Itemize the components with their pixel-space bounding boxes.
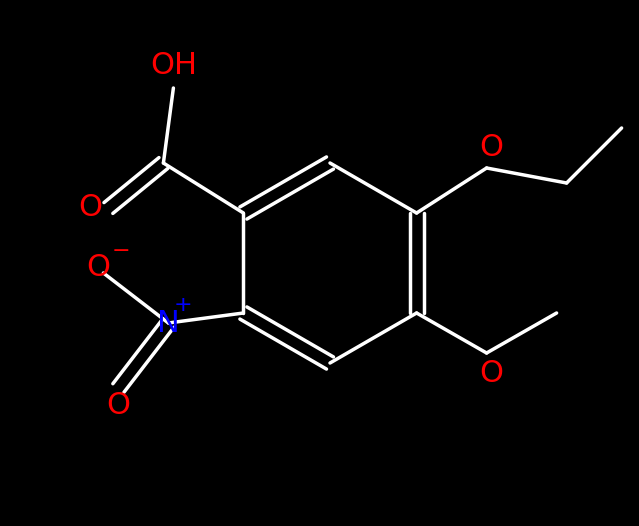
- Text: +: +: [174, 295, 193, 315]
- Text: O: O: [107, 391, 130, 420]
- Text: O: O: [480, 359, 504, 388]
- Text: O: O: [86, 254, 111, 282]
- Text: OH: OH: [150, 52, 197, 80]
- Text: N: N: [157, 309, 180, 338]
- Text: O: O: [480, 134, 504, 163]
- Text: O: O: [79, 194, 102, 222]
- Text: −: −: [112, 241, 131, 261]
